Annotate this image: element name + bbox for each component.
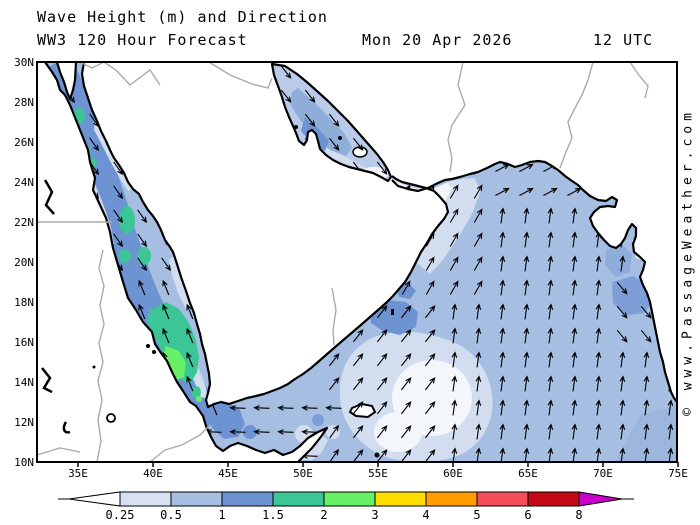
lat-label-12N: 12N (14, 416, 34, 429)
colorbar-over-arrow (578, 491, 623, 507)
lon-label-40E: 40E (143, 467, 163, 480)
colorbar-label-1.5: 1.5 (262, 508, 284, 522)
country-borders (36, 61, 649, 463)
lon-label-50E: 50E (293, 467, 313, 480)
lat-label-20N: 20N (14, 256, 34, 269)
lat-label-30N: 30N (14, 56, 34, 69)
colorbar-segment (527, 491, 580, 507)
colorbar-segment (374, 491, 427, 507)
lon-label-55E: 55E (368, 467, 388, 480)
colorbar-segment (221, 491, 274, 507)
bahrain-island (294, 125, 298, 129)
lon-label-65E: 65E (518, 467, 538, 480)
colorbar-label-8: 8 (575, 508, 582, 522)
lat-label-18N: 18N (14, 296, 34, 309)
lat-label-22N: 22N (14, 216, 34, 229)
lon-label-60E: 60E (443, 467, 463, 480)
colorbar-segment (476, 491, 529, 507)
colorbar-label-1: 1 (218, 508, 225, 522)
colorbar-segment (323, 491, 376, 507)
latitude-axis: 30N 28N 26N 24N 22N 20N 18N 16N 14N 12N 10N (14, 56, 34, 469)
forecast-time: 12 UTC (593, 31, 654, 49)
lon-label-70E: 70E (593, 467, 613, 480)
map-frame (36, 61, 678, 463)
longitude-axis: 35E 40E 45E 50E 55E 60E 65E 70E 75E (68, 462, 688, 480)
lat-label-16N: 16N (14, 336, 34, 349)
lat-label-10N: 10N (14, 456, 34, 469)
forecast-date: Mon 20 Apr 2026 (362, 31, 513, 49)
lake-tana (106, 413, 116, 423)
colorbar-segment (425, 491, 478, 507)
colorbar-segment (119, 491, 172, 507)
colorbar-label-3: 3 (371, 508, 378, 522)
colorbar-label-4: 4 (422, 508, 429, 522)
socotra-island (348, 402, 377, 419)
lat-label-14N: 14N (14, 376, 34, 389)
colorbar-label-2: 2 (320, 508, 327, 522)
colorbar-label-6: 6 (524, 508, 531, 522)
coastlines (44, 61, 678, 463)
lat-label-24N: 24N (14, 176, 34, 189)
colorbar-label-0.5: 0.5 (160, 508, 182, 522)
colorbar-segment (272, 491, 325, 507)
lon-label-35E: 35E (68, 467, 88, 480)
lat-label-26N: 26N (14, 136, 34, 149)
colorbar-segment (170, 491, 223, 507)
colorbar-label-0.25: 0.25 (106, 508, 135, 522)
model-line: WW3 120 Hour Forecast (37, 31, 248, 49)
masirah-island (391, 309, 394, 315)
islands (41, 125, 394, 458)
colorbar-under-arrow (68, 491, 121, 507)
lon-label-75E: 75E (668, 467, 688, 480)
colorbar-label-5: 5 (473, 508, 480, 522)
lon-label-45E: 45E (218, 467, 238, 480)
lat-label-28N: 28N (14, 96, 34, 109)
wave-height-colorbar: 0.25 0.5 1 1.5 2 3 4 5 6 8 (58, 491, 634, 522)
page-title: Wave Height (m) and Direction (37, 8, 328, 26)
